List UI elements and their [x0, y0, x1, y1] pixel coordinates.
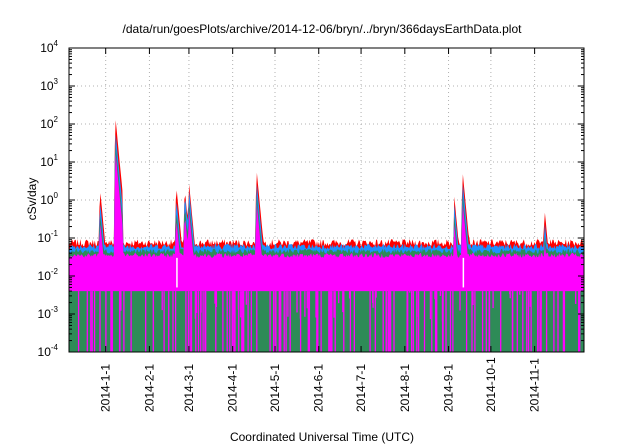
y-tick-exponent: -1 [51, 229, 59, 238]
x-tick-label: 2014-6-1 [312, 364, 326, 412]
y-tick-label: 10-3 [38, 305, 59, 321]
x-tick-label: 2014-10-1 [484, 357, 498, 412]
y-tick-label: 103 [40, 77, 58, 93]
x-tick-label: 2014-2-1 [142, 364, 156, 412]
y-tick-label: 102 [40, 115, 58, 131]
chart-title: /data/run/goesPlots/archive/2014-12-06/b… [123, 22, 523, 36]
series-magenta-band [69, 154, 584, 292]
x-tick-label: 2014-4-1 [226, 364, 240, 412]
x-tick-label: 2014-5-1 [268, 364, 282, 412]
y-tick-exponent: 0 [54, 191, 59, 200]
x-tick-label: 2014-3-1 [182, 364, 196, 412]
y-tick-exponent: 4 [54, 39, 59, 48]
y-tick-exponent: 3 [54, 77, 59, 86]
x-axis-label: Coordinated Universal Time (UTC) [230, 430, 414, 444]
x-ticks: 2014-1-1 2014-2-1 2014-3-1 2014-4-1 2014-5-1… [99, 48, 542, 412]
y-tick-label: 101 [40, 153, 58, 169]
y-tick-label: 10-1 [38, 229, 59, 245]
y-tick-label: 10-4 [38, 343, 59, 359]
y-tick-label: 100 [40, 191, 58, 207]
y-axis-label: cSv/day [25, 178, 39, 221]
x-tick-label: 2014-7-1 [354, 364, 368, 412]
y-tick-exponent: 2 [54, 115, 59, 124]
y-tick-label: 10-2 [38, 267, 59, 283]
y-tick-label: 104 [40, 39, 58, 55]
y-tick-exponent: 1 [54, 153, 59, 162]
x-tick-label: 2014-8-1 [398, 364, 412, 412]
y-tick-exponent: -3 [51, 305, 59, 314]
y-tick-exponent: -2 [51, 267, 59, 276]
x-tick-label: 2014-9-1 [442, 364, 456, 412]
x-tick-label: 2014-11-1 [528, 358, 542, 412]
series-green-area [69, 145, 584, 352]
x-tick-label: 2014-1-1 [99, 364, 113, 412]
plot-area [69, 120, 584, 352]
y-tick-exponent: -4 [51, 343, 59, 352]
